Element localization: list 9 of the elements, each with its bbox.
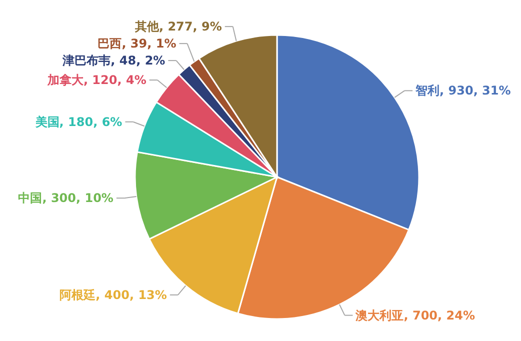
slice-label: 其他, 277, 9% (134, 20, 222, 34)
slice-label: 阿根廷, 400, 13% (60, 288, 167, 302)
slice-label: 巴西, 39, 1% (98, 36, 176, 51)
slice-label: 美国, 180, 6% (34, 114, 122, 129)
slice-label: 加拿大, 120, 4% (46, 73, 146, 88)
slice-label: 智利, 930, 31% (414, 84, 511, 98)
slice-label: 澳大利亚, 700, 24% (354, 308, 475, 322)
slice-label: 津巴布韦, 48, 2% (62, 54, 166, 68)
slice-label: 中国, 300, 10% (18, 191, 114, 206)
